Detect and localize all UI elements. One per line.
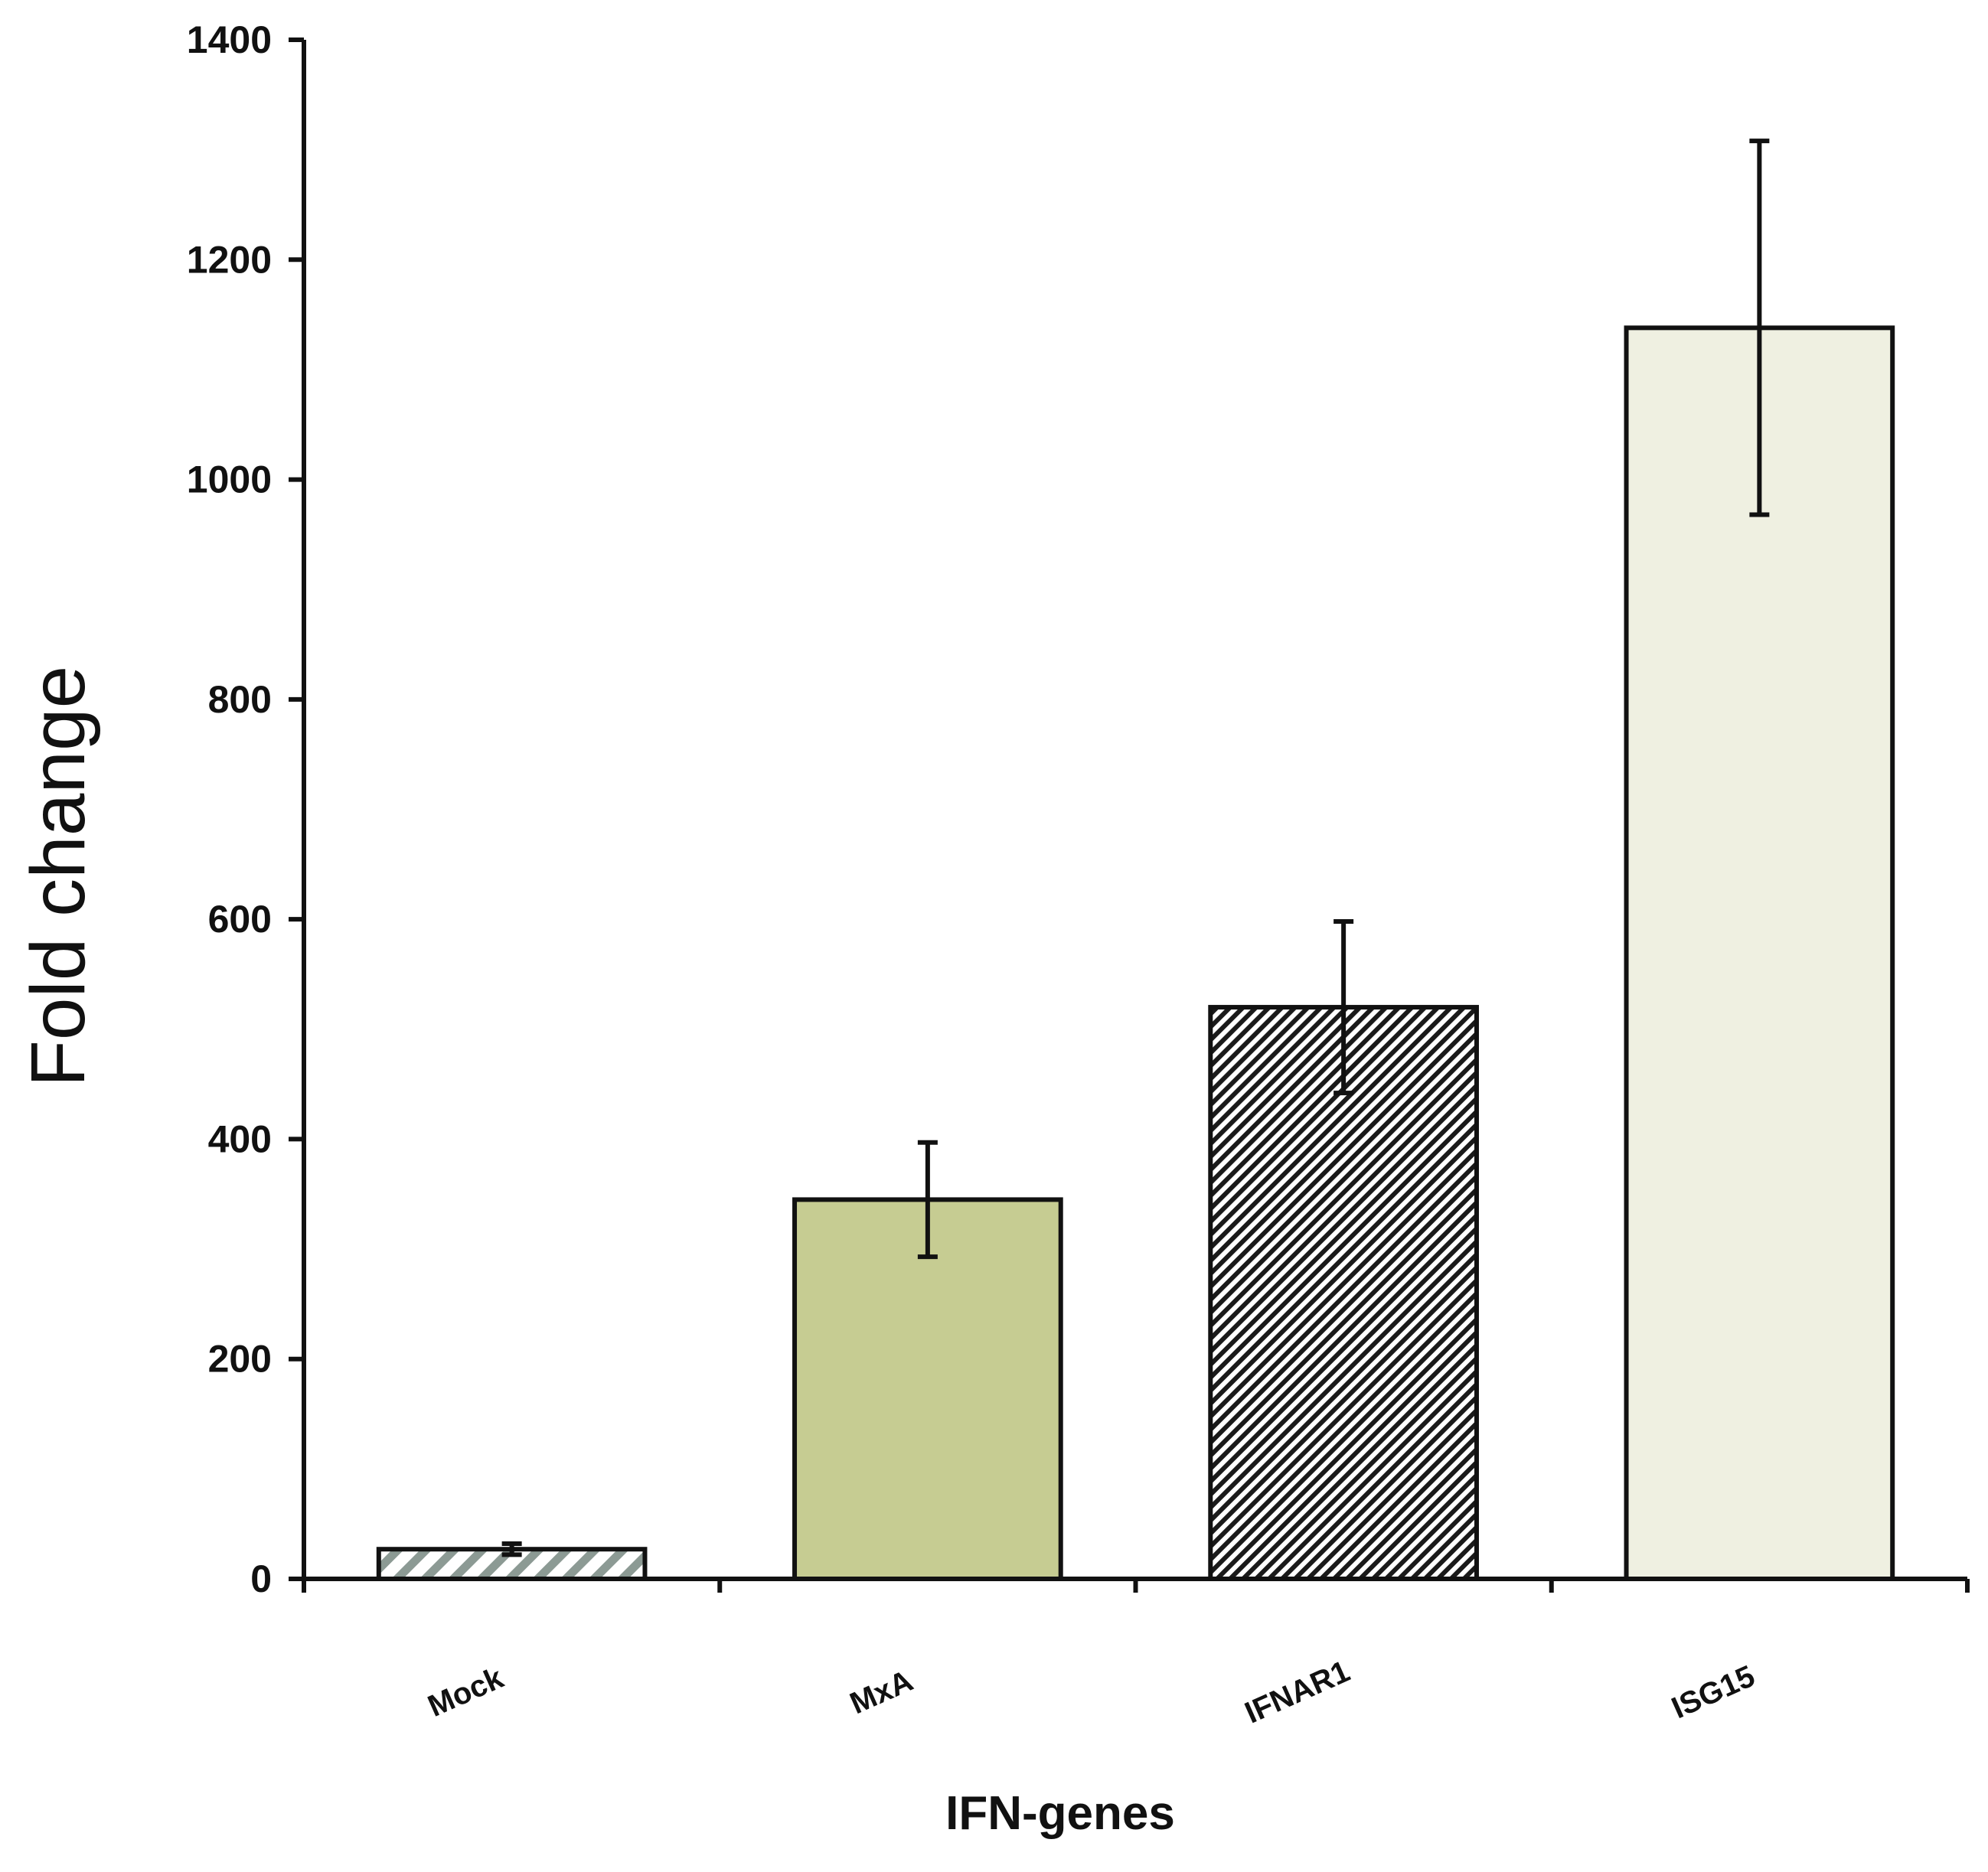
y-tick-label: 1200 — [187, 238, 272, 281]
x-tick-label-ifnar1: IFNAR1 — [1240, 1655, 1355, 1730]
y-axis-title: Fold change — [15, 666, 101, 1087]
y-tick-label: 600 — [208, 898, 272, 941]
y-tick-label: 0 — [250, 1557, 272, 1600]
bar-mxa — [792, 1197, 1063, 1581]
y-tick-label: 400 — [208, 1117, 272, 1160]
y-tick-label: 1000 — [187, 458, 272, 501]
error-bars-layer — [501, 139, 1770, 1557]
error-bar-mxa — [917, 1140, 938, 1260]
x-tick-label-mock: Mock — [423, 1661, 509, 1724]
error-bar-isg15 — [1749, 139, 1770, 517]
y-tick-label: 800 — [208, 678, 272, 721]
axes-layer — [289, 38, 1970, 1593]
bars-layer — [376, 325, 1895, 1582]
bar-isg15 — [1624, 325, 1895, 1582]
x-tick-labels: Mock MxA IFNAR1 ISG15 — [423, 1655, 1760, 1730]
x-axis-title: IFN-genes — [945, 1787, 1175, 1840]
y-tick-labels: 0 200 400 600 800 1000 1200 1400 — [187, 18, 272, 1600]
error-bar-ifnar1 — [1333, 919, 1354, 1096]
y-tick-label: 1400 — [187, 18, 272, 61]
x-tick-label-isg15: ISG15 — [1666, 1659, 1759, 1725]
error-bar-mock — [501, 1541, 522, 1557]
y-tick-label: 200 — [208, 1338, 272, 1381]
x-tick-label-mxa: MxA — [845, 1664, 918, 1721]
